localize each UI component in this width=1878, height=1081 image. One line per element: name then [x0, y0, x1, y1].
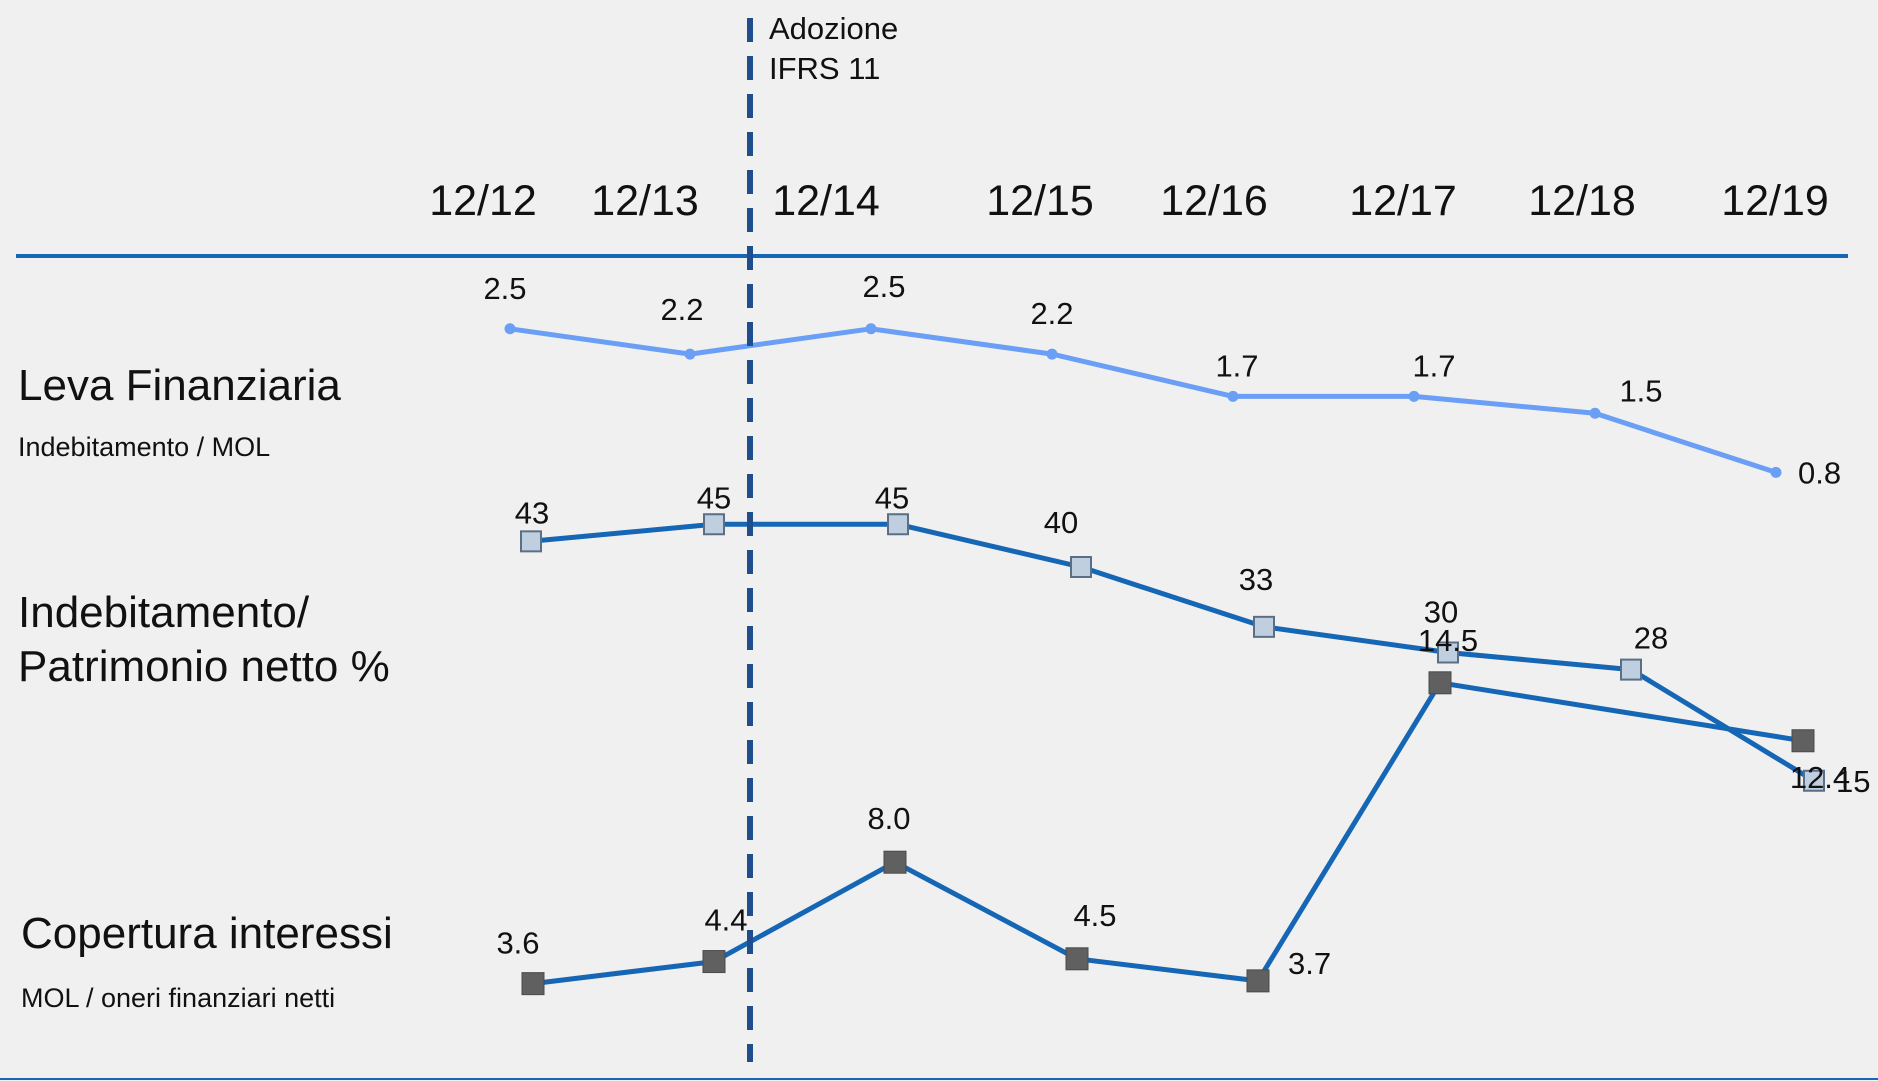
data-label: 1.7 [1215, 348, 1258, 383]
data-label: 33 [1239, 562, 1273, 597]
row-title-line: Leva Finanziaria [18, 361, 341, 410]
data-label: 28 [1634, 621, 1668, 656]
ifrs-annotation: Adozione IFRS 11 [747, 11, 898, 1062]
data-point [1065, 947, 1089, 971]
data-point [684, 348, 696, 360]
annotation-text: IFRS 11 [769, 51, 880, 86]
data-point [1589, 407, 1601, 419]
chart-grid [0, 254, 1878, 1080]
data-label: 14.5 [1418, 623, 1478, 658]
row-title-line: Patrimonio netto % [18, 642, 390, 691]
data-point [1246, 969, 1270, 993]
data-point [703, 513, 725, 536]
row-subtitle: Indebitamento / MOL [18, 432, 270, 462]
data-label: 2.2 [1030, 296, 1073, 331]
data-label: 15 [1836, 764, 1870, 799]
data-label: 0.8 [1798, 455, 1841, 490]
data-label: 3.6 [496, 926, 539, 961]
data-label: 1.7 [1412, 348, 1455, 383]
series-layer: 2.5 2.2 2.5 2.2 1.7 1.7 1.5 0.8 43 45 45 40 33 30 28 15… [483, 269, 1871, 996]
data-label: 3.7 [1288, 946, 1331, 981]
data-label: 4.4 [704, 903, 747, 938]
x-tick-label: 12/17 [1349, 177, 1457, 225]
data-point [865, 323, 877, 335]
data-point [1620, 658, 1642, 681]
x-tick-label: 12/15 [986, 177, 1094, 225]
data-point [1803, 769, 1825, 792]
data-point [883, 850, 907, 874]
data-point [1791, 729, 1815, 753]
data-label: 2.2 [660, 292, 703, 327]
data-label: 43 [515, 495, 549, 530]
data-point [1770, 466, 1782, 478]
x-tick-label: 12/14 [772, 177, 880, 225]
series-coverage: 3.6 4.4 8.0 4.5 3.7 14.5 12.4 [496, 623, 1850, 996]
x-tick-label: 12/18 [1528, 177, 1636, 225]
series-line [507, 326, 1779, 475]
data-point [887, 513, 909, 536]
data-point [521, 972, 545, 996]
x-tick-label: 12/19 [1721, 177, 1829, 225]
annotation-text: Adozione [769, 11, 898, 46]
series-line [530, 680, 1806, 987]
data-label: 12.4 [1790, 760, 1850, 795]
data-label: 8.0 [867, 801, 910, 836]
data-label: 45 [875, 480, 909, 515]
data-label: 40 [1044, 505, 1078, 540]
data-point [1253, 615, 1275, 638]
x-tick-label: 12/12 [429, 177, 537, 225]
data-label: 30 [1424, 595, 1458, 630]
series-debt_equity: 43 45 45 40 33 30 28 15 [515, 480, 1871, 799]
data-label: 45 [697, 480, 731, 515]
data-label: 2.5 [862, 269, 905, 304]
row-subtitle: MOL / oneri finanziari netti [21, 983, 335, 1013]
data-point [1070, 556, 1092, 578]
data-point [1046, 348, 1058, 360]
data-label: 1.5 [1619, 373, 1662, 408]
data-point [1227, 390, 1239, 402]
data-point [702, 950, 726, 974]
data-point [1437, 641, 1459, 664]
data-point [504, 323, 516, 335]
series-line [528, 521, 1817, 784]
row-titles: Leva Finanziaria Indebitamento / MOL Indeb… [18, 361, 393, 1013]
row-title-line: Indebitamento/ [18, 588, 310, 637]
data-point [520, 530, 542, 553]
data-point [1408, 390, 1420, 402]
data-label: 4.5 [1073, 898, 1116, 933]
x-tick-label: 12/16 [1160, 177, 1268, 225]
x-axis-ticks: 12/12 12/13 12/14 12/15 12/16 12/17 12/18 12/19 [429, 177, 1829, 225]
series-leva: 2.5 2.2 2.5 2.2 1.7 1.7 1.5 0.8 [483, 269, 1841, 491]
x-tick-label: 12/13 [591, 177, 699, 225]
data-point [1428, 671, 1452, 695]
row-title-line: Copertura interessi [21, 909, 393, 958]
data-label: 2.5 [483, 271, 526, 306]
